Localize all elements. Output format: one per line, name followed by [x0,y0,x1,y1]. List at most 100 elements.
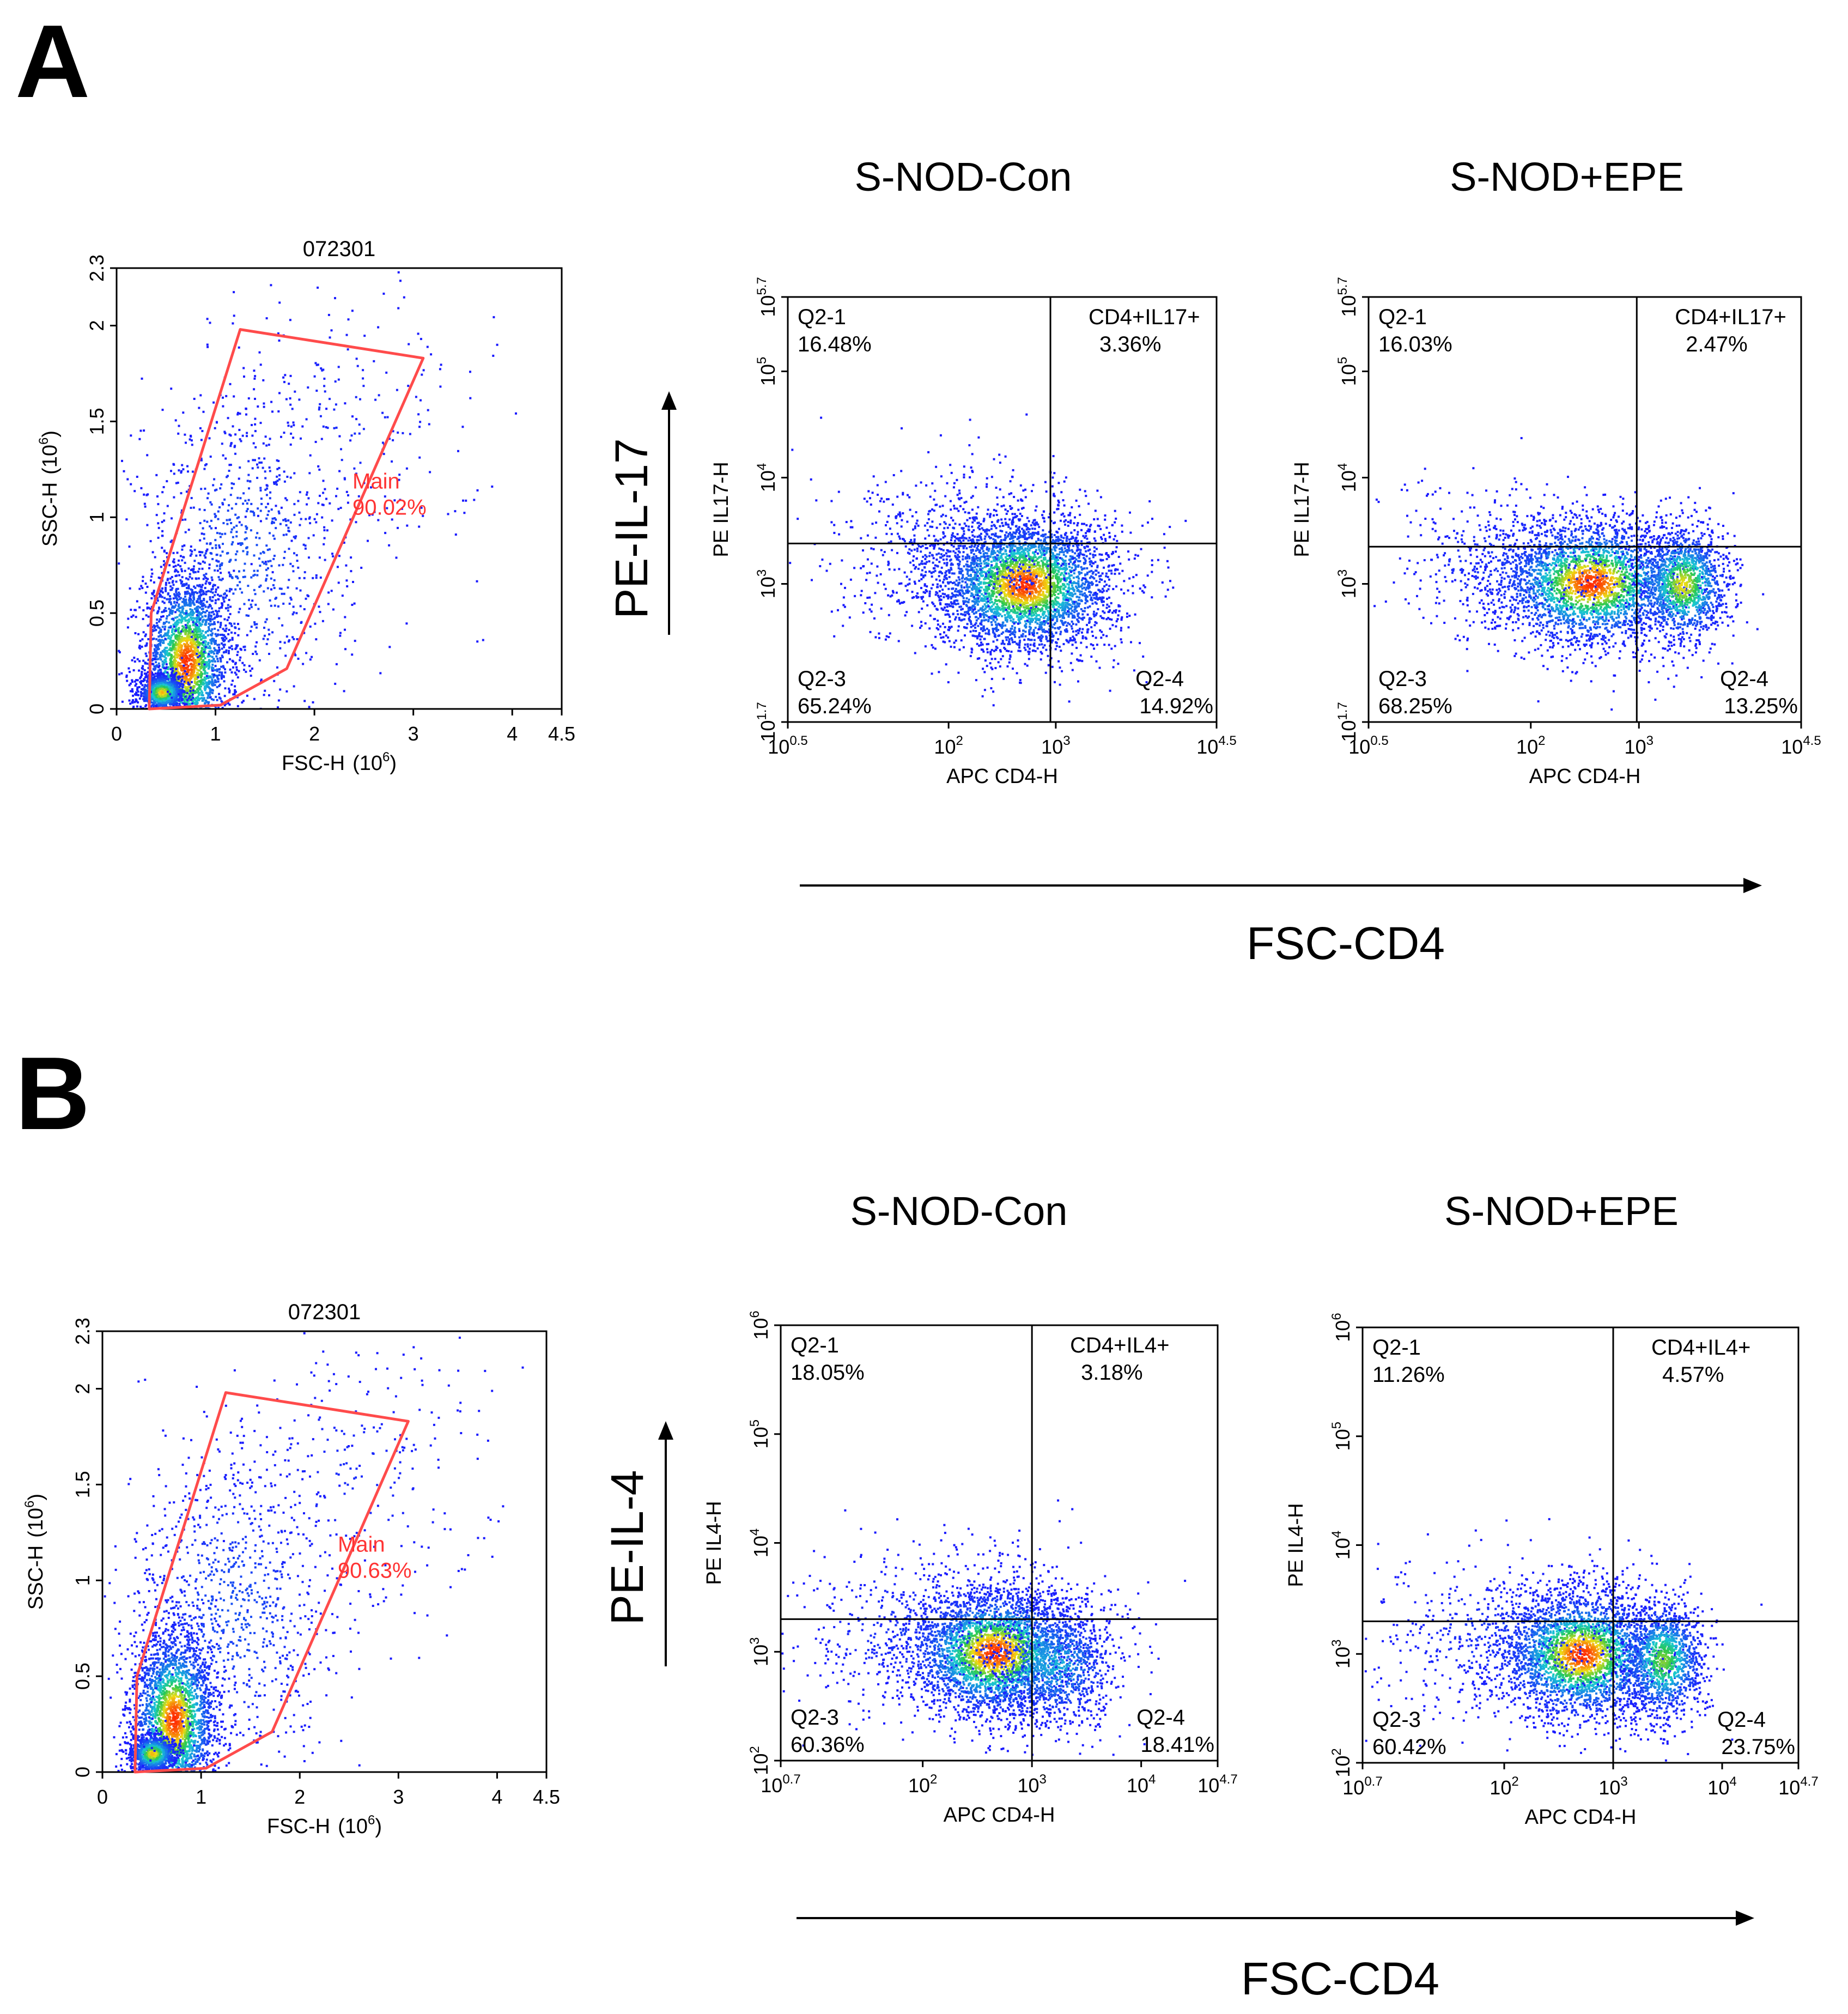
event-dot [174,565,177,567]
event-dot [226,519,228,521]
event-dot [205,580,208,583]
event-dot [137,701,139,703]
event-dot [227,702,229,705]
event-dot [202,620,204,623]
event-dot [218,532,221,535]
event-dot [256,544,258,547]
event-dot [138,697,141,700]
event-dot [138,646,141,649]
event-dot [273,517,276,519]
event-dot [187,578,190,581]
event-dot [186,587,189,590]
event-dot [222,666,225,669]
event-dot [157,610,160,612]
event-dot [263,457,266,460]
event-dot [265,618,268,621]
event-dot [186,666,189,669]
event-dot [221,633,224,636]
event-dot [300,437,302,440]
event-dot [145,674,148,677]
event-dot [255,626,258,629]
event-dot [178,682,180,684]
event-dot [211,663,214,666]
event-dot [170,663,173,666]
event-dot [175,650,178,652]
event-dot [186,619,189,622]
event-dot [198,691,201,694]
event-dot [170,678,173,681]
event-dot [175,587,178,590]
event-dot [970,551,972,554]
event-dot [203,533,205,536]
event-dot [291,636,294,639]
event-dot [158,702,160,705]
event-dot [942,531,945,533]
event-dot [178,642,180,645]
event-dot [180,597,182,599]
event-dot [278,512,281,514]
event-dot [180,568,183,571]
event-dot [199,562,202,565]
event-dot [157,684,160,687]
event-dot [193,646,196,648]
event-dot [202,410,205,413]
event-dot [206,578,209,580]
event-dot [215,707,217,709]
event-dot [204,605,207,608]
event-dot [143,493,145,496]
event-dot [1059,666,1061,669]
event-dot [275,505,277,507]
event-dot [272,521,275,524]
event-dot [204,582,207,585]
event-dot [280,435,282,438]
event-dot [192,671,195,674]
event-dot [179,565,182,568]
event-dot [265,568,268,571]
event-dot [229,573,232,576]
event-dot [173,694,175,696]
event-dot [257,507,259,510]
event-dot [198,663,200,665]
event-dot [145,614,148,617]
event-dot [353,602,356,605]
event-dot [206,618,209,621]
event-dot [991,591,994,594]
event-dot [184,686,186,688]
event-dot [269,560,272,562]
event-dot [234,647,237,650]
event-dot [154,629,156,632]
event-dot [120,672,123,675]
event-dot [171,618,173,620]
event-dot [190,649,193,652]
event-dot [216,699,218,701]
event-dot [1041,514,1044,517]
event-dot [219,487,222,490]
event-dot [247,499,250,501]
event-dot [133,680,136,683]
event-dot [420,399,422,402]
event-dot [138,660,141,663]
event-dot [216,658,219,660]
event-dot [150,684,153,687]
event-dot [982,605,984,608]
event-dot [166,579,169,581]
event-dot [1004,595,1006,597]
event-dot [190,669,193,672]
event-dot [287,526,290,529]
event-dot [193,603,196,606]
event-dot [202,682,204,684]
event-dot [266,574,269,577]
event-dot [185,666,187,669]
event-dot [145,704,148,707]
event-dot [236,496,239,499]
event-dot [209,596,211,599]
event-dot [208,437,211,440]
event-dot [205,701,208,703]
event-dot [1099,629,1102,632]
event-dot [175,591,178,593]
event-dot [256,477,259,479]
event-dot [171,700,173,702]
event-dot [199,683,202,685]
event-dot [284,520,287,523]
event-dot [347,318,350,321]
